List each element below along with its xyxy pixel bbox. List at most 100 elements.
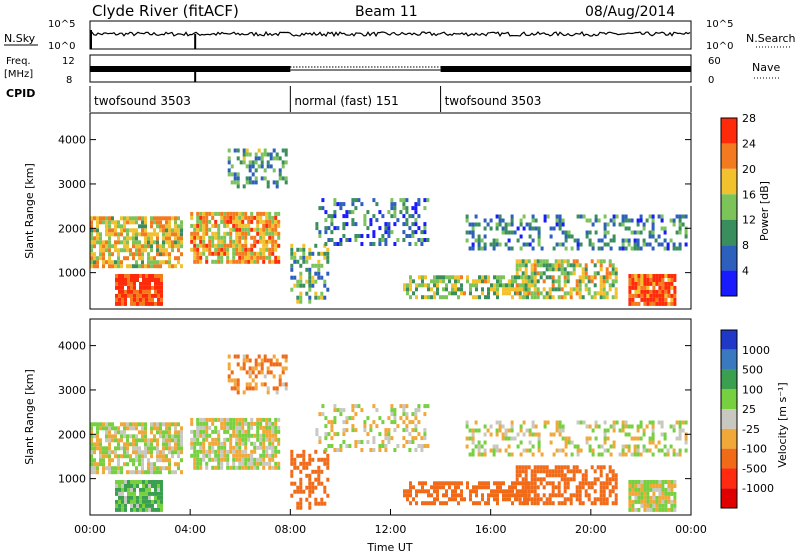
velocity-cell (522, 432, 526, 437)
power-cell (508, 283, 511, 288)
power-cell (424, 283, 427, 288)
velocity-cell (499, 481, 502, 486)
velocity-cell (115, 503, 118, 508)
x-tick-label: 00:00 (74, 523, 106, 536)
power-cell (524, 259, 528, 264)
velocity-cell (266, 390, 270, 395)
velocity-cell (670, 487, 674, 492)
freq-tick-bottom: 8 (66, 75, 72, 86)
power-cell (290, 267, 294, 272)
velocity-cell (642, 448, 646, 453)
power-cell (636, 222, 640, 227)
velocity-cell (108, 430, 111, 435)
power-cell (145, 281, 148, 286)
power-cell (168, 240, 171, 245)
velocity-cell (618, 428, 622, 433)
velocity-cell (631, 484, 635, 488)
power-cell (326, 287, 330, 292)
velocity-cell (646, 484, 650, 488)
velocity-cell (564, 440, 568, 445)
velocity-cell (127, 480, 130, 484)
velocity-cell (486, 428, 490, 433)
power-ylabel: Slant Range [km] (23, 163, 36, 259)
power-cell (111, 216, 114, 221)
power-cell (259, 247, 263, 252)
velocity-cell (129, 454, 132, 459)
velocity-cell (524, 473, 528, 478)
power-cell (105, 240, 108, 245)
power-cell (390, 230, 394, 235)
velocity-cell (460, 497, 463, 502)
power-cell (333, 202, 337, 207)
power-cell (525, 222, 529, 227)
power-cell (555, 222, 559, 227)
velocity-cell (369, 424, 373, 429)
power-cell (111, 228, 114, 233)
velocity-cell (354, 412, 358, 417)
velocity-cell (308, 453, 312, 458)
velocity-cell (393, 412, 397, 417)
velocity-cell (405, 428, 409, 433)
power-cell (475, 283, 478, 288)
power-cell (480, 238, 484, 243)
velocity-cell (150, 470, 153, 475)
velocity-cell (611, 501, 615, 506)
power-cell (631, 285, 635, 290)
power-cell (539, 271, 543, 276)
velocity-cell (554, 465, 558, 470)
power-cell (260, 160, 264, 165)
power-cell (537, 242, 541, 247)
velocity-cell (588, 436, 592, 441)
power-cell (114, 264, 117, 269)
power-cell (515, 259, 519, 264)
velocity-cell (242, 362, 246, 367)
velocity-cell (145, 487, 148, 492)
power-cell (247, 251, 251, 256)
velocity-cell (558, 448, 562, 453)
power-cell (241, 243, 245, 248)
power-cell (290, 247, 294, 252)
velocity-cell (415, 501, 418, 506)
power-cell (324, 242, 328, 246)
power-cell (581, 271, 585, 276)
power-cell (605, 267, 609, 272)
velocity-cell (157, 480, 160, 484)
power-cell (483, 246, 487, 251)
velocity-cell (296, 465, 300, 470)
power-cell (115, 285, 118, 290)
power-cell (133, 297, 136, 302)
velocity-cell (111, 450, 114, 455)
power-cell (516, 238, 520, 243)
power-cell (551, 275, 555, 280)
velocity-cell (290, 453, 294, 458)
velocity-cell (223, 425, 227, 430)
power-cell (408, 242, 412, 246)
velocity-cell (557, 501, 561, 506)
velocity-cell (162, 450, 165, 455)
power-cell (148, 301, 151, 306)
power-cell (609, 238, 613, 243)
power-cell (117, 264, 120, 269)
velocity-cell (269, 358, 273, 363)
power-cell (202, 215, 206, 220)
power-cell (417, 226, 421, 231)
power-cell (99, 216, 102, 221)
power-cell (259, 235, 263, 240)
power-cell (524, 283, 528, 288)
velocity-cell (202, 449, 206, 454)
power-cell (159, 264, 162, 269)
power-cell (633, 238, 637, 243)
power-cell (345, 238, 349, 242)
power-cell (514, 291, 517, 296)
power-cell (259, 231, 263, 236)
power-cell (168, 244, 171, 249)
velocity-cell (652, 491, 656, 496)
velocity-cell (154, 484, 157, 488)
velocity-cell (384, 436, 388, 441)
power-cell (157, 281, 160, 286)
power-cell (457, 287, 460, 292)
power-cell (165, 232, 168, 237)
velocity-cell (139, 491, 142, 496)
power-cell (575, 263, 579, 268)
power-cell (558, 214, 562, 219)
